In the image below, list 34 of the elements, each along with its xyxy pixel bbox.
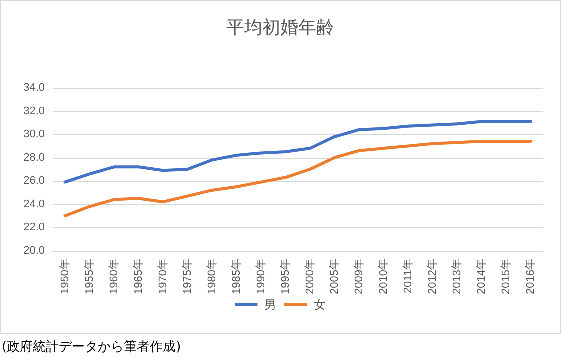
x-tick-label: 1950年 xyxy=(59,259,72,294)
y-tick-label: 28.0 xyxy=(24,152,45,164)
y-tick-label: 24.0 xyxy=(24,198,45,210)
x-tick-label: 2011年 xyxy=(402,259,414,294)
x-tick-label: 2009年 xyxy=(353,259,366,294)
line-series xyxy=(64,140,532,218)
line-series xyxy=(64,120,532,184)
x-tick-label: 2010年 xyxy=(378,259,390,294)
x-tick-label: 2005年 xyxy=(328,259,341,294)
x-tick-label: 2014年 xyxy=(476,259,488,294)
chart-title: 平均初婚年齢 xyxy=(226,18,334,38)
y-tick-label: 20.0 xyxy=(24,245,45,257)
text: (政府統計データから筆者作成) xyxy=(2,339,182,356)
x-tick-label: 1955年 xyxy=(84,259,96,294)
x-tick-label: 2013年 xyxy=(451,259,464,294)
x-tick-label: 1985年 xyxy=(230,259,243,294)
legend-label: 女 xyxy=(314,298,326,312)
x-tick-label: 1995年 xyxy=(280,259,292,294)
x-tick-label: 1980年 xyxy=(206,259,218,294)
x-tick-label: 1965年 xyxy=(132,259,145,294)
x-tick-label: 2012年 xyxy=(426,259,439,294)
x-tick-label: 1975年 xyxy=(182,259,194,294)
x-tick-label: 2000年 xyxy=(304,259,316,294)
y-tick-label: 30.0 xyxy=(24,128,45,141)
y-tick-label: 34.0 xyxy=(24,82,45,94)
y-tick-label: 26.0 xyxy=(24,175,45,188)
x-tick-label: 1960年 xyxy=(108,259,120,294)
legend-label: 男 xyxy=(264,298,276,312)
x-tick-label: 1970年 xyxy=(157,259,170,294)
x-tick-label: 2016年 xyxy=(524,259,537,294)
y-tick-label: 32.0 xyxy=(24,105,45,118)
y-tick-label: 22.0 xyxy=(24,222,45,234)
x-tick-label: 2015年 xyxy=(500,259,512,294)
x-tick-label: 1990年 xyxy=(255,259,268,294)
